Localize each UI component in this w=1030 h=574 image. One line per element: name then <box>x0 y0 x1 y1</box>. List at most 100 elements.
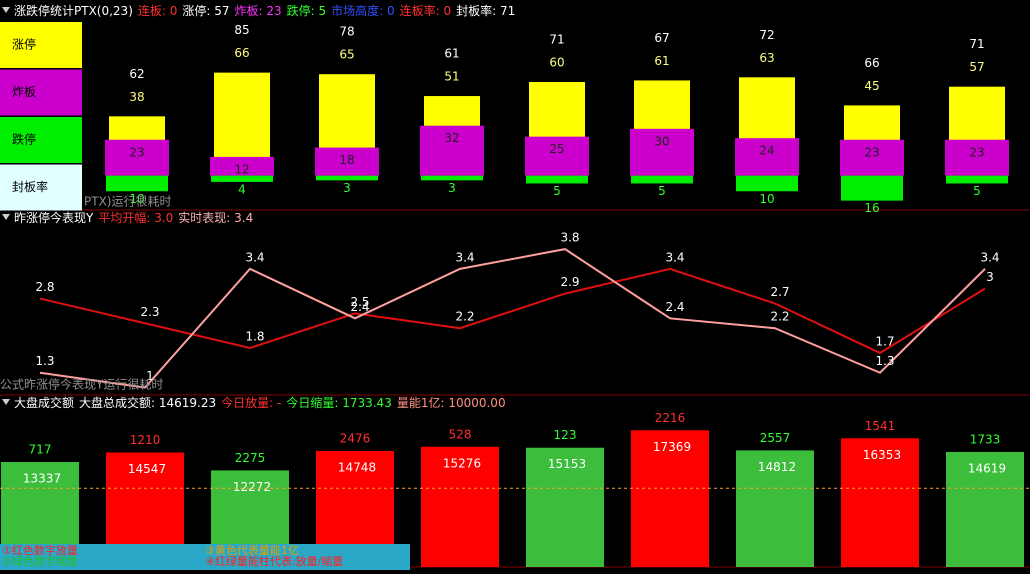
legend-label: 跌停 <box>12 132 36 147</box>
header-item: 连板: 0 <box>138 3 178 18</box>
note: 公式昨涨停今表现Y运行很耗时 <box>0 377 163 392</box>
data-label: 62 <box>129 67 144 81</box>
data-label: 25 <box>549 142 564 156</box>
change-label: 1210 <box>130 433 161 447</box>
data-label: 24 <box>759 144 774 158</box>
header-item: 今日缩量: 1733.43 <box>286 395 391 410</box>
panel-header: 涨跌停统计PTX(0,23) 连板: 0 涨停: 57 炸板: 23 跌停: 5 市场高度… <box>14 3 515 18</box>
header-item: 量能1亿: 10000.00 <box>397 395 506 410</box>
change-label: 2216 <box>655 411 686 425</box>
data-label: 65 <box>339 48 354 62</box>
data-label: 2.2 <box>455 310 474 324</box>
change-label: 528 <box>449 427 472 441</box>
data-label: 2.7 <box>770 285 789 299</box>
data-label: 5 <box>658 184 666 198</box>
bar <box>735 138 799 176</box>
panel-title: 昨涨停今表现Y <box>14 210 94 225</box>
panel-icon <box>2 399 10 405</box>
data-label: 2.4 <box>350 300 369 314</box>
note: ④红绿量能柱代表:放量/缩量 <box>205 554 343 568</box>
bar <box>841 175 903 201</box>
bar-value: 12272 <box>233 480 271 494</box>
data-label: 3.4 <box>980 250 999 264</box>
data-label: 10 <box>129 192 144 206</box>
data-label: 71 <box>549 33 564 47</box>
data-label: 32 <box>444 131 459 145</box>
bar-value: 15153 <box>548 457 586 471</box>
data-label: 23 <box>969 145 984 159</box>
data-label: 1 <box>146 369 154 383</box>
legend-swatch <box>0 22 82 68</box>
panel-header: 大盘成交额 大盘总成交额: 14619.23 今日放量: - 今日缩量: 1733.4… <box>14 395 506 410</box>
data-label: 3.8 <box>560 231 579 245</box>
panel-title: 大盘成交额 <box>14 395 74 410</box>
bar <box>420 125 484 176</box>
legend-label: 炸板 <box>12 85 36 99</box>
panel-icon <box>2 7 10 13</box>
data-label: 57 <box>969 60 984 74</box>
bar <box>631 175 693 184</box>
legend-swatch <box>0 164 82 211</box>
data-label: 61 <box>444 47 459 61</box>
data-label: 85 <box>234 23 249 37</box>
legend-label: 涨停 <box>12 37 36 52</box>
data-label: 67 <box>654 31 669 45</box>
bar <box>525 136 589 176</box>
bar <box>736 175 798 192</box>
header-item: 今日放量: - <box>221 395 281 410</box>
header-item: 大盘总成交额: 14619.23 <box>79 395 216 410</box>
volume-bar <box>946 451 1024 567</box>
header-item: 炸板: 23 <box>235 4 282 18</box>
bar <box>526 175 588 184</box>
change-label: 123 <box>554 428 577 442</box>
legend-swatch <box>0 117 82 163</box>
data-label: 2.8 <box>35 280 54 294</box>
bar <box>421 175 483 181</box>
bar <box>945 139 1009 176</box>
note: ③黄色代表量能1亿 <box>205 543 299 557</box>
data-label: 3 <box>343 181 351 195</box>
data-label: 72 <box>759 28 774 42</box>
change-label: 2557 <box>760 431 791 445</box>
note: ②绿色数字缩量 <box>2 554 78 568</box>
data-label: 1.3 <box>875 354 894 368</box>
data-label: 2.2 <box>770 310 789 324</box>
data-label: 51 <box>444 70 459 84</box>
data-label: 2.9 <box>560 275 579 289</box>
header-item: 平均开幅: 3.0 <box>98 210 173 225</box>
volume-bar <box>421 446 499 567</box>
data-label: 16 <box>864 201 879 215</box>
data-label: 38 <box>129 90 144 104</box>
data-label: 4 <box>238 182 246 196</box>
data-label: 45 <box>864 79 879 93</box>
data-label: 3.4 <box>455 250 474 264</box>
data-label: 5 <box>553 184 561 198</box>
bar <box>106 175 168 192</box>
data-label: 3 <box>448 181 456 195</box>
bar <box>840 139 904 176</box>
bar <box>315 147 379 176</box>
panel-header: 昨涨停今表现Y 平均开幅: 3.0 实时表现: 3.4 <box>14 210 253 225</box>
panel-title: 涨跌停统计PTX(0,23) <box>14 3 133 18</box>
notes-box <box>0 544 410 570</box>
data-label: 60 <box>549 56 564 70</box>
bar-value: 13337 <box>23 472 61 486</box>
data-label: 61 <box>654 54 669 68</box>
data-label: 78 <box>339 25 354 39</box>
header-item: 跌停: 5 <box>287 3 327 18</box>
change-label: 1541 <box>865 419 896 433</box>
data-label: 1.3 <box>35 354 54 368</box>
volume-bar <box>526 447 604 567</box>
bar-value: 17369 <box>653 440 691 454</box>
bar <box>210 156 274 176</box>
bar <box>630 128 694 176</box>
line <box>39 248 986 389</box>
panel-icon <box>2 214 10 220</box>
data-label: 12 <box>234 162 249 176</box>
data-label: 63 <box>759 51 774 65</box>
data-label: 1.8 <box>245 330 264 344</box>
bar-value: 16353 <box>863 448 901 462</box>
data-label: 66 <box>864 56 879 70</box>
bar-value: 14619 <box>968 461 1006 475</box>
